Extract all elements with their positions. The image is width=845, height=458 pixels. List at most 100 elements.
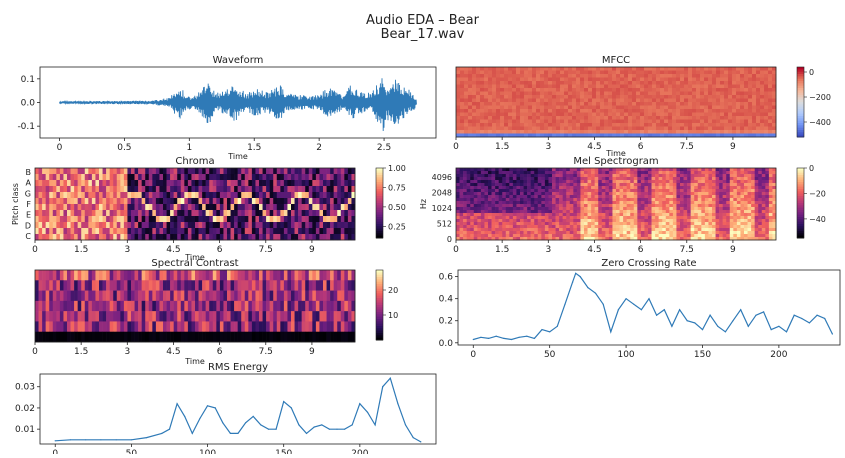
mfcc-cell xyxy=(728,99,732,103)
mel-cell xyxy=(737,204,741,207)
mfcc-cell xyxy=(732,113,736,117)
mel-cell xyxy=(723,216,727,219)
chroma-cell xyxy=(199,186,203,192)
mel-cell xyxy=(460,231,464,234)
chroma-cell xyxy=(49,216,53,222)
mel-cell xyxy=(509,204,513,207)
mfcc-cell xyxy=(748,85,752,89)
chroma-cell xyxy=(145,222,149,228)
mel-cell xyxy=(524,231,528,234)
chroma-cell xyxy=(309,198,313,204)
mfcc-cell xyxy=(500,78,504,82)
mfcc-cell xyxy=(476,123,480,127)
mfcc-cell xyxy=(724,109,728,113)
chroma-cell xyxy=(149,222,153,228)
mfcc-cell xyxy=(652,92,656,96)
mel-cell xyxy=(584,186,588,189)
chroma-cell xyxy=(323,180,327,186)
mel-cell xyxy=(598,168,602,171)
mel-cell xyxy=(548,186,552,189)
chroma-cell xyxy=(81,198,85,204)
mfcc-cell xyxy=(716,74,720,78)
chroma-cell xyxy=(298,192,302,198)
mel-cell xyxy=(659,210,663,213)
mel-cell xyxy=(467,180,471,183)
chroma-cell xyxy=(280,168,284,174)
mel-cell xyxy=(662,180,666,183)
mel-cell xyxy=(737,219,741,222)
mel-cell xyxy=(552,180,556,183)
chroma-cell xyxy=(145,216,149,222)
mfcc-cell xyxy=(612,116,616,120)
mel-cell xyxy=(698,228,702,231)
mel-cell xyxy=(748,231,752,234)
chroma-xtick-label: 1.5 xyxy=(74,245,88,255)
mfcc-cell xyxy=(636,127,640,131)
mel-cell xyxy=(634,192,638,195)
mfcc-cell xyxy=(584,74,588,78)
mel-cell xyxy=(566,222,570,225)
mel-cell xyxy=(531,234,535,237)
chroma-cell xyxy=(145,204,149,210)
chroma-cell xyxy=(74,234,78,240)
mel-cell xyxy=(662,201,666,204)
chroma-cell xyxy=(273,180,277,186)
mfcc-cell xyxy=(552,85,556,89)
mfcc-cell xyxy=(596,81,600,85)
mel-cell xyxy=(456,177,460,180)
mel-cell xyxy=(701,183,705,186)
chroma-cell xyxy=(78,216,82,222)
mfcc-cell xyxy=(608,120,612,124)
mfcc-cell xyxy=(692,113,696,117)
mel-cell xyxy=(673,216,677,219)
chroma-cell xyxy=(174,204,178,210)
chroma-cell xyxy=(56,168,60,174)
mfcc-cell xyxy=(580,109,584,113)
chroma-cell xyxy=(74,186,78,192)
mel-cell xyxy=(520,225,524,228)
chroma-cell xyxy=(309,210,313,216)
mfcc-cell xyxy=(656,127,660,131)
mel-cell xyxy=(666,177,670,180)
mel-cell xyxy=(726,171,730,174)
mel-cell xyxy=(730,216,734,219)
chroma-cell xyxy=(124,222,128,228)
mfcc-cell xyxy=(552,120,556,124)
mfcc-cell xyxy=(644,116,648,120)
chroma-cell xyxy=(124,228,128,234)
chroma-cell xyxy=(170,210,174,216)
mfcc-cell xyxy=(744,88,748,92)
mel-cell xyxy=(499,189,503,192)
mfcc-cell xyxy=(720,88,724,92)
mel-cell xyxy=(605,186,609,189)
mfcc-cell xyxy=(664,113,668,117)
mel-cell xyxy=(712,213,716,216)
mel-cell xyxy=(570,210,574,213)
chroma-cell xyxy=(227,186,231,192)
chroma-cell xyxy=(167,234,171,240)
mfcc-cell xyxy=(688,123,692,127)
chroma-cell xyxy=(117,216,121,222)
mfcc-cell xyxy=(740,95,744,99)
mfcc-cell xyxy=(656,92,660,96)
mel-cell xyxy=(534,222,538,225)
mfcc-cell xyxy=(612,113,616,117)
mfcc-cell xyxy=(572,78,576,82)
mel-cell xyxy=(612,204,616,207)
mel-cell xyxy=(655,180,659,183)
mel-cell xyxy=(481,201,485,204)
chroma-ytick-label: C xyxy=(25,232,31,241)
mel-cell xyxy=(509,177,513,180)
mfcc-cell xyxy=(756,109,760,113)
chroma-cell xyxy=(202,168,206,174)
mel-cell xyxy=(666,231,670,234)
mfcc-cell xyxy=(492,74,496,78)
mel-cell xyxy=(712,183,716,186)
mel-cell xyxy=(499,168,503,171)
mel-cell xyxy=(769,171,773,174)
mfcc-cell xyxy=(672,88,676,92)
mfcc-cell xyxy=(560,71,564,75)
mel-cell xyxy=(687,222,691,225)
mel-cell xyxy=(666,195,670,198)
mfcc-cell xyxy=(636,130,640,134)
